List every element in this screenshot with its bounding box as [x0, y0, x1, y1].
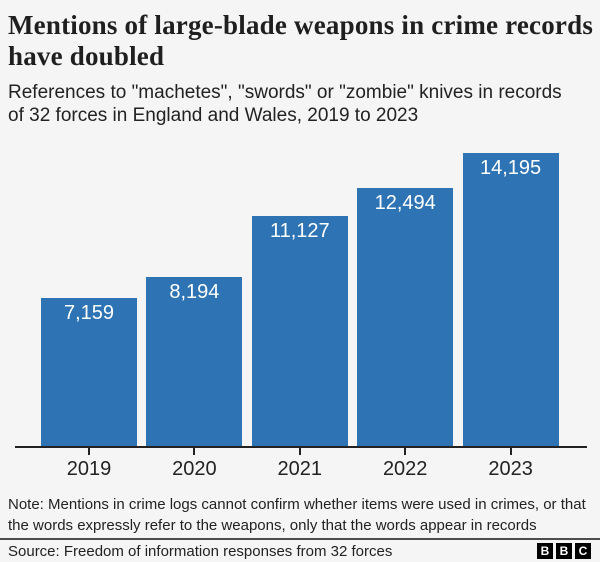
bar-value-label-2021: 11,127 — [269, 220, 330, 242]
bar-2021: 11,127 — [251, 216, 348, 446]
x-axis-tick-2019 — [88, 448, 90, 455]
bar-2023: 14,195 — [462, 153, 559, 446]
bbc-logo-block-b2: B — [556, 543, 572, 559]
chart-subtitle: References to "machetes", "swords" or "z… — [8, 82, 562, 126]
x-axis-tick-2023 — [509, 448, 512, 455]
chart-note: Note: Mentions in crime logs cannot conf… — [8, 496, 586, 534]
x-axis-tick-2020 — [193, 448, 196, 455]
source-text: Source: Freedom of information responses… — [8, 542, 393, 560]
x-axis-label-2021: 2021 — [277, 458, 323, 480]
x-axis-label-2022: 2022 — [382, 458, 428, 480]
bar-2022: 12,494 — [357, 188, 454, 446]
bbc-logo-icon: B B C — [537, 543, 591, 559]
x-axis-label-2019: 2019 — [66, 458, 112, 480]
x-axis-label-2020: 2020 — [172, 458, 217, 480]
x-axis-label-2023: 2023 — [488, 458, 533, 480]
bar-2020: 8,194 — [146, 277, 243, 446]
bar-value-label-2019: 7,159 — [63, 302, 115, 324]
bar-2019: 7,159 — [41, 298, 137, 446]
x-axis-tick-2022 — [404, 448, 407, 455]
bar-value-label-2022: 12,494 — [374, 192, 436, 214]
bar-value-label-2023: 14,195 — [480, 157, 542, 179]
bar-chart: 7,159 8,194 11,127 12,494 14,195 2019 2020 202… — [15, 146, 587, 482]
source-row: Source: Freedom of information responses… — [0, 538, 600, 562]
x-axis-line — [15, 446, 587, 448]
plot-area: 7,159 8,194 11,127 12,494 14,195 — [15, 146, 587, 448]
bbc-logo-block-c: C — [575, 543, 591, 559]
x-axis-tick-2021 — [298, 448, 301, 455]
chart-title: Mentions of large-blade weapons in crime… — [8, 10, 594, 71]
bar-value-label-2020: 8,194 — [169, 281, 220, 303]
bbc-logo-block-b1: B — [537, 543, 553, 559]
